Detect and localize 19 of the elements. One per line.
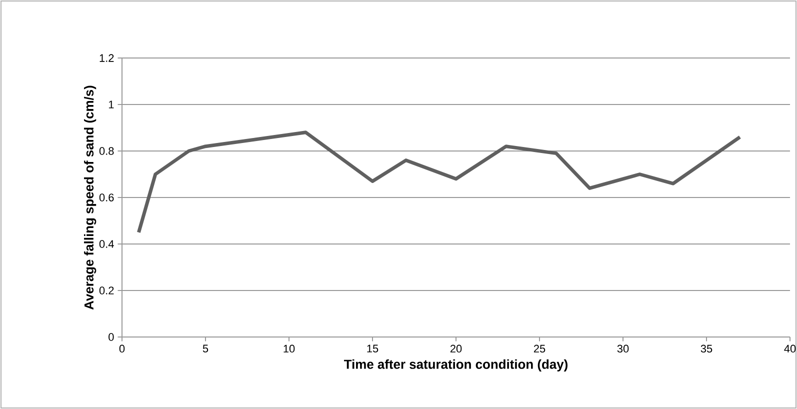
y-tick-label: 1.2	[100, 54, 114, 62]
y-tick-label: 0.2	[99, 286, 114, 294]
x-tick-label: 40	[784, 344, 796, 353]
x-tick-label: 5	[202, 344, 208, 352]
y-axis-title: Average falling speed of sand (cm/s)	[84, 86, 96, 310]
y-tick-label: 1	[108, 100, 114, 108]
y-tick-label: 0	[108, 333, 114, 341]
x-tick-label: 20	[450, 344, 462, 353]
x-tick-label: 10	[284, 344, 295, 353]
x-tick-label: 35	[700, 344, 712, 353]
x-tick-label: 30	[617, 344, 629, 353]
x-tick-label: 0	[119, 344, 125, 353]
y-tick-label: 0.8	[99, 147, 114, 155]
x-axis-title: Time after saturation condition (day)	[344, 359, 568, 372]
x-tick-label: 25	[534, 344, 546, 353]
y-tick-label: 0.4	[99, 240, 114, 248]
y-tick-label: 0.6	[99, 194, 114, 202]
line-series	[136, 130, 742, 234]
x-tick-label: 15	[367, 344, 378, 352]
